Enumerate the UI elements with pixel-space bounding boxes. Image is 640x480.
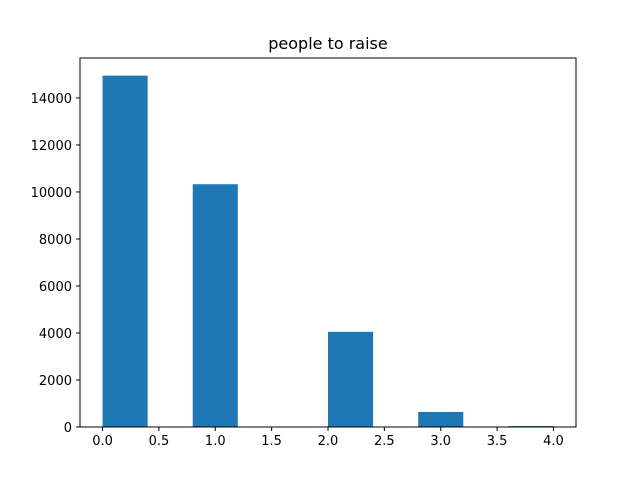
histogram-bar <box>418 411 464 427</box>
y-tick-label: 10000 <box>31 186 72 201</box>
y-axis: 0 2000 4000 6000 8000 10000 12000 14000 <box>31 92 80 436</box>
y-tick-label: 14000 <box>31 92 72 107</box>
x-tick-label: 2.5 <box>374 434 395 449</box>
x-axis: 0.0 0.5 1.0 1.5 2.0 2.5 3.0 3.5 4.0 <box>92 427 564 449</box>
x-tick-label: 2.0 <box>318 434 339 449</box>
x-tick-label: 4.0 <box>543 434 564 449</box>
x-tick-label: 1.5 <box>261 434 282 449</box>
x-tick-label: 3.5 <box>487 434 508 449</box>
y-tick-label: 4000 <box>39 327 72 342</box>
y-tick-label: 0 <box>64 421 72 436</box>
y-tick-label: 8000 <box>39 233 72 248</box>
y-tick-label: 6000 <box>39 280 72 295</box>
histogram-bar <box>328 331 374 427</box>
bars-group <box>102 75 554 428</box>
x-tick-label: 0.0 <box>92 434 113 449</box>
x-tick-label: 0.5 <box>149 434 170 449</box>
histogram-bar <box>192 184 238 427</box>
y-tick-label: 2000 <box>39 374 72 389</box>
x-tick-label: 3.0 <box>430 434 451 449</box>
chart-title: people to raise <box>268 34 387 53</box>
x-tick-label: 1.0 <box>205 434 226 449</box>
y-tick-label: 12000 <box>31 139 72 154</box>
histogram-bar <box>102 75 148 428</box>
